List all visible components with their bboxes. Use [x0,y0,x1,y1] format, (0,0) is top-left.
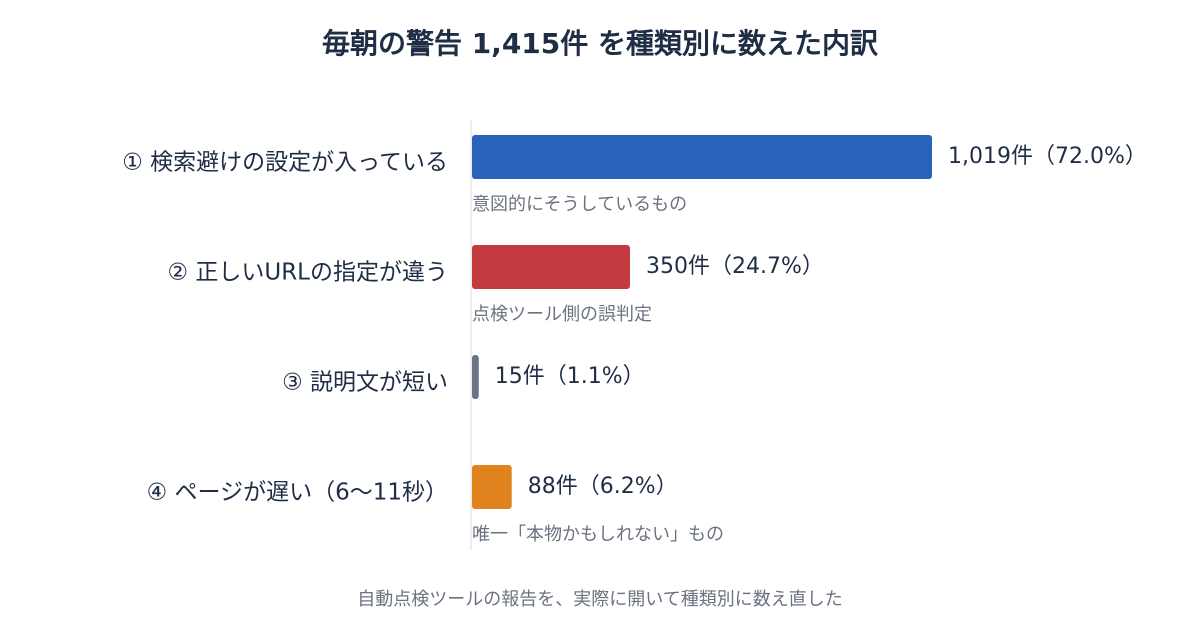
category-label: ② 正しいURLの指定が違う [167,260,448,286]
caption: 自動点検ツールの報告を、実際に開いて種類別に数え直した [357,589,842,610]
bar [472,135,932,179]
bar-note: 唯一「本物かもしれない」もの [472,524,724,545]
value-label: 350件（24.7%） [646,254,824,279]
value-label: 88件（6.2%） [528,474,678,499]
value-label: 1,019件（72.0%） [948,144,1147,169]
bar-note: 点検ツール側の誤判定 [472,304,652,325]
bar-note: 意図的にそうしているもの [472,194,687,215]
bar [472,355,479,399]
chart-title: 毎朝の警告 1,415件 を種類別に数えた内訳 [322,27,878,60]
bar [472,245,630,289]
category-label: ① 検索避けの設定が入っている [122,150,448,176]
bar [472,465,512,509]
category-label: ③ 説明文が短い [282,370,448,396]
category-label: ④ ページが遅い（6〜11秒） [147,480,448,506]
value-label: 15件（1.1%） [495,364,645,389]
